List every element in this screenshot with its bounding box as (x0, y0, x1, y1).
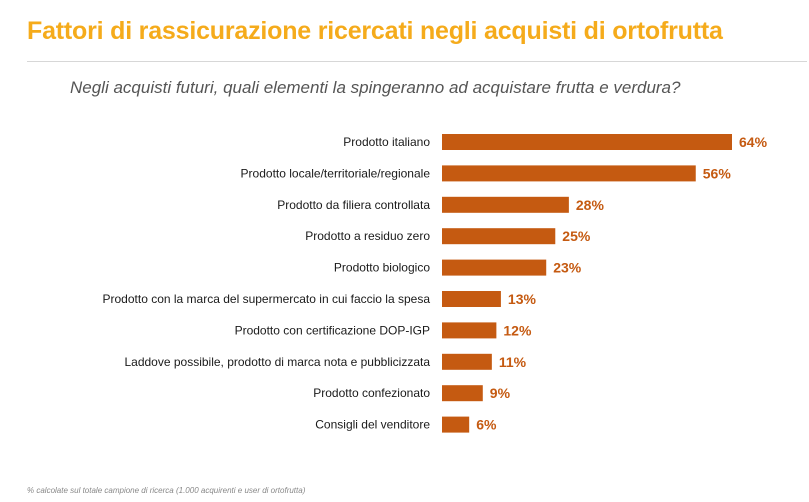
page-title: Fattori di rassicurazione ricercati negl… (27, 17, 723, 45)
bar (442, 353, 492, 370)
category-label: Laddove possibile, prodotto di marca not… (124, 355, 430, 369)
category-label: Prodotto confezionato (313, 386, 430, 400)
bar (442, 196, 569, 213)
bar (442, 291, 501, 307)
value-label: 56% (703, 165, 732, 181)
value-label: 6% (476, 417, 497, 433)
value-label: 25% (562, 228, 591, 244)
value-label: 28% (576, 197, 605, 213)
value-label: 23% (553, 260, 582, 276)
category-label: Prodotto biologico (334, 261, 430, 275)
chart-subtitle: Negli acquisti futuri, quali elementi la… (70, 78, 681, 97)
value-label: 11% (499, 354, 527, 370)
bar (442, 322, 497, 339)
category-label: Consigli del venditore (315, 418, 430, 432)
bar (442, 228, 556, 245)
bar (442, 259, 547, 276)
category-label: Prodotto con la marca del supermercato i… (103, 292, 431, 306)
bar (442, 134, 732, 150)
category-label: Prodotto con certificazione DOP-IGP (235, 323, 430, 337)
category-label: Prodotto locale/territoriale/regionale (241, 166, 431, 180)
bar (442, 416, 470, 433)
bar (442, 165, 696, 182)
footnote: % calcolate sul totale campione di ricer… (27, 486, 306, 495)
value-label: 64% (739, 134, 768, 150)
category-label: Prodotto a residuo zero (305, 229, 430, 243)
category-label: Prodotto italiano (343, 135, 430, 149)
bar (442, 385, 483, 402)
value-label: 13% (508, 291, 537, 307)
category-label: Prodotto da filiera controllata (277, 198, 430, 212)
value-label: 12% (503, 322, 532, 338)
title-divider (27, 61, 807, 62)
value-label: 9% (490, 385, 511, 401)
